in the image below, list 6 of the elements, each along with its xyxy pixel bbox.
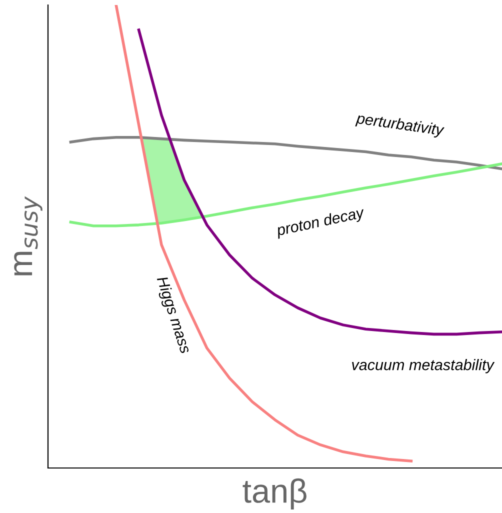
series-label: vacuum metastability: [352, 359, 495, 374]
text: proton decay: [275, 206, 366, 239]
text: perturbativity: [355, 112, 445, 139]
y-axis-title: m$_{susy}$: [14, 196, 42, 276]
text: Higgs mass: [154, 276, 192, 356]
x-axis-title: tanβ: [242, 478, 306, 510]
